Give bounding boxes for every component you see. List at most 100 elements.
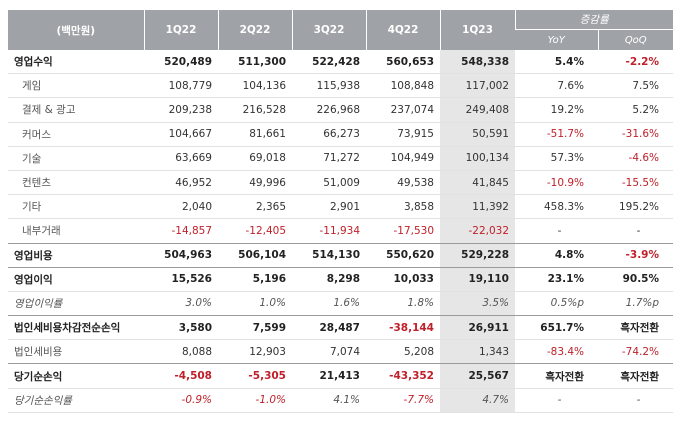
cell-yoy: 651.7% (540, 321, 584, 334)
table-row: 컨텐츠 46,952 49,996 51,009 49,538 41,845 -… (8, 170, 674, 195)
cell-value: -12,405 (245, 224, 286, 237)
cell-value: 8,298 (326, 273, 360, 286)
table-row: 게임 108,779 104,136 115,938 108,848 117,0… (8, 73, 674, 98)
cell-yoy: 0.5%p (550, 297, 584, 310)
table-header: (백만원) 1Q22 2Q22 3Q22 4Q22 1Q23 증감률 YoY Q… (8, 10, 674, 50)
cell-yoy: 458.3% (543, 200, 584, 213)
cell-value: -43,352 (389, 370, 434, 383)
cell-value: 2,040 (181, 200, 212, 213)
col-header-q4: 4Q22 (365, 10, 440, 50)
cell-qoq: 90.5% (622, 273, 660, 286)
cell-value: 3.5% (440, 291, 515, 316)
row-label: 컨텐츠 (22, 177, 51, 190)
cell-value: 50,591 (440, 122, 515, 147)
cell-value: 28,487 (319, 321, 360, 334)
cell-value: 550,620 (386, 249, 434, 262)
cell-value: -38,144 (389, 321, 434, 334)
cell-value: 19,110 (440, 267, 515, 292)
cell-value: 7,599 (252, 321, 286, 334)
cell-value: 15,526 (171, 273, 212, 286)
cell-value: 511,300 (238, 55, 286, 68)
cell-qoq: 흑자전환 (620, 370, 660, 383)
table-row: 영업수익 520,489 511,300 522,428 560,653 548… (8, 50, 674, 74)
row-label: 결제 & 광고 (22, 104, 76, 117)
cell-yoy: 57.3% (550, 152, 584, 165)
cell-value: 5,208 (403, 345, 434, 358)
row-label: 영업이익 (14, 273, 53, 286)
cell-value: 108,779 (168, 79, 212, 92)
table-row: 법인세비용 8,088 12,903 7,074 5,208 1,343 -83… (8, 339, 674, 364)
cell-qoq: 1.7%p (625, 297, 660, 310)
cell-qoq: - (636, 394, 641, 407)
cell-yoy: 4.8% (554, 249, 584, 262)
cell-value: 5,196 (252, 273, 286, 286)
table-row: 커머스 104,667 81,661 66,273 73,915 50,591 … (8, 122, 674, 147)
table-row: 내부거래 -14,857 -12,405 -11,934 -17,530 -22… (8, 218, 674, 243)
cell-value: 49,996 (249, 176, 286, 189)
cell-yoy: - (557, 394, 562, 407)
cell-value: -7.7% (403, 394, 434, 407)
cell-value: 216,528 (242, 103, 286, 116)
col-header-q1: 1Q22 (143, 10, 218, 50)
cell-value: 69,018 (249, 152, 286, 165)
cell-value: 3,858 (403, 200, 434, 213)
cell-value: 4.7% (440, 388, 515, 413)
cell-value: 10,033 (393, 273, 434, 286)
cell-yoy: 흑자전환 (545, 370, 584, 383)
cell-value: 7,074 (329, 345, 360, 358)
cell-value: 11,392 (440, 194, 515, 219)
cell-value: 100,134 (440, 146, 515, 171)
cell-value: 226,968 (316, 103, 360, 116)
cell-value: 506,104 (238, 249, 286, 262)
cell-value: 117,002 (440, 73, 515, 98)
cell-value: 41,845 (440, 170, 515, 195)
cell-qoq: 흑자전환 (620, 322, 660, 335)
cell-value: 2,901 (329, 200, 360, 213)
table-row: 법인세비용차감전순손익 3,580 7,599 28,487 -38,144 2… (8, 315, 674, 340)
cell-value: -22,032 (440, 218, 515, 243)
table-row: 영업이익률 3.0% 1.0% 1.6% 1.8% 3.5% 0.5%p 1.7… (8, 291, 674, 316)
cell-value: 548,338 (440, 50, 515, 74)
cell-yoy: -83.4% (546, 345, 584, 358)
cell-qoq: -15.5% (621, 176, 660, 189)
cell-value: 63,669 (175, 152, 212, 165)
cell-value: 237,074 (390, 103, 434, 116)
row-label: 커머스 (22, 128, 51, 141)
unit-label: (백만원) (8, 10, 144, 50)
cell-value: 46,952 (175, 176, 212, 189)
cell-value: -0.9% (181, 394, 212, 407)
cell-qoq: -31.6% (621, 128, 660, 141)
row-label: 내부거래 (22, 225, 61, 238)
cell-value: 49,538 (397, 176, 434, 189)
cell-qoq: 5.2% (632, 103, 660, 116)
cell-qoq: - (636, 224, 641, 237)
qoq-header: QoQ (597, 29, 674, 50)
row-label: 기술 (22, 152, 42, 165)
cell-value: 104,667 (168, 128, 212, 141)
table-row: 당기순손익률 -0.9% -1.0% 4.1% -7.7% 4.7% - - (8, 388, 674, 413)
cell-value: 21,413 (319, 370, 360, 383)
cell-value: -5,305 (248, 370, 286, 383)
cell-yoy: 23.1% (547, 273, 584, 286)
cell-value: 108,848 (390, 79, 434, 92)
col-header-q2: 2Q22 (217, 10, 292, 50)
cell-value: 209,238 (168, 103, 212, 116)
cell-value: 522,428 (312, 55, 360, 68)
cell-qoq: 7.5% (632, 79, 660, 92)
row-label: 기타 (22, 201, 42, 214)
cell-value: 104,949 (390, 152, 434, 165)
cell-value: 514,130 (312, 249, 360, 262)
cell-value: 1.6% (333, 297, 360, 310)
cell-value: -4,508 (174, 370, 212, 383)
row-label: 법인세비용차감전순손익 (14, 322, 121, 335)
cell-value: 115,938 (316, 79, 360, 92)
cell-qoq: -3.9% (625, 249, 660, 262)
cell-yoy: -10.9% (546, 176, 584, 189)
cell-yoy: - (557, 224, 562, 237)
yoy-header: YoY (515, 29, 598, 50)
row-label: 영업비용 (14, 249, 53, 262)
cell-value: 66,273 (323, 128, 360, 141)
cell-value: -1.0% (255, 394, 286, 407)
cell-value: 73,915 (397, 128, 434, 141)
table-row: 결제 & 광고 209,238 216,528 226,968 237,074 … (8, 97, 674, 123)
